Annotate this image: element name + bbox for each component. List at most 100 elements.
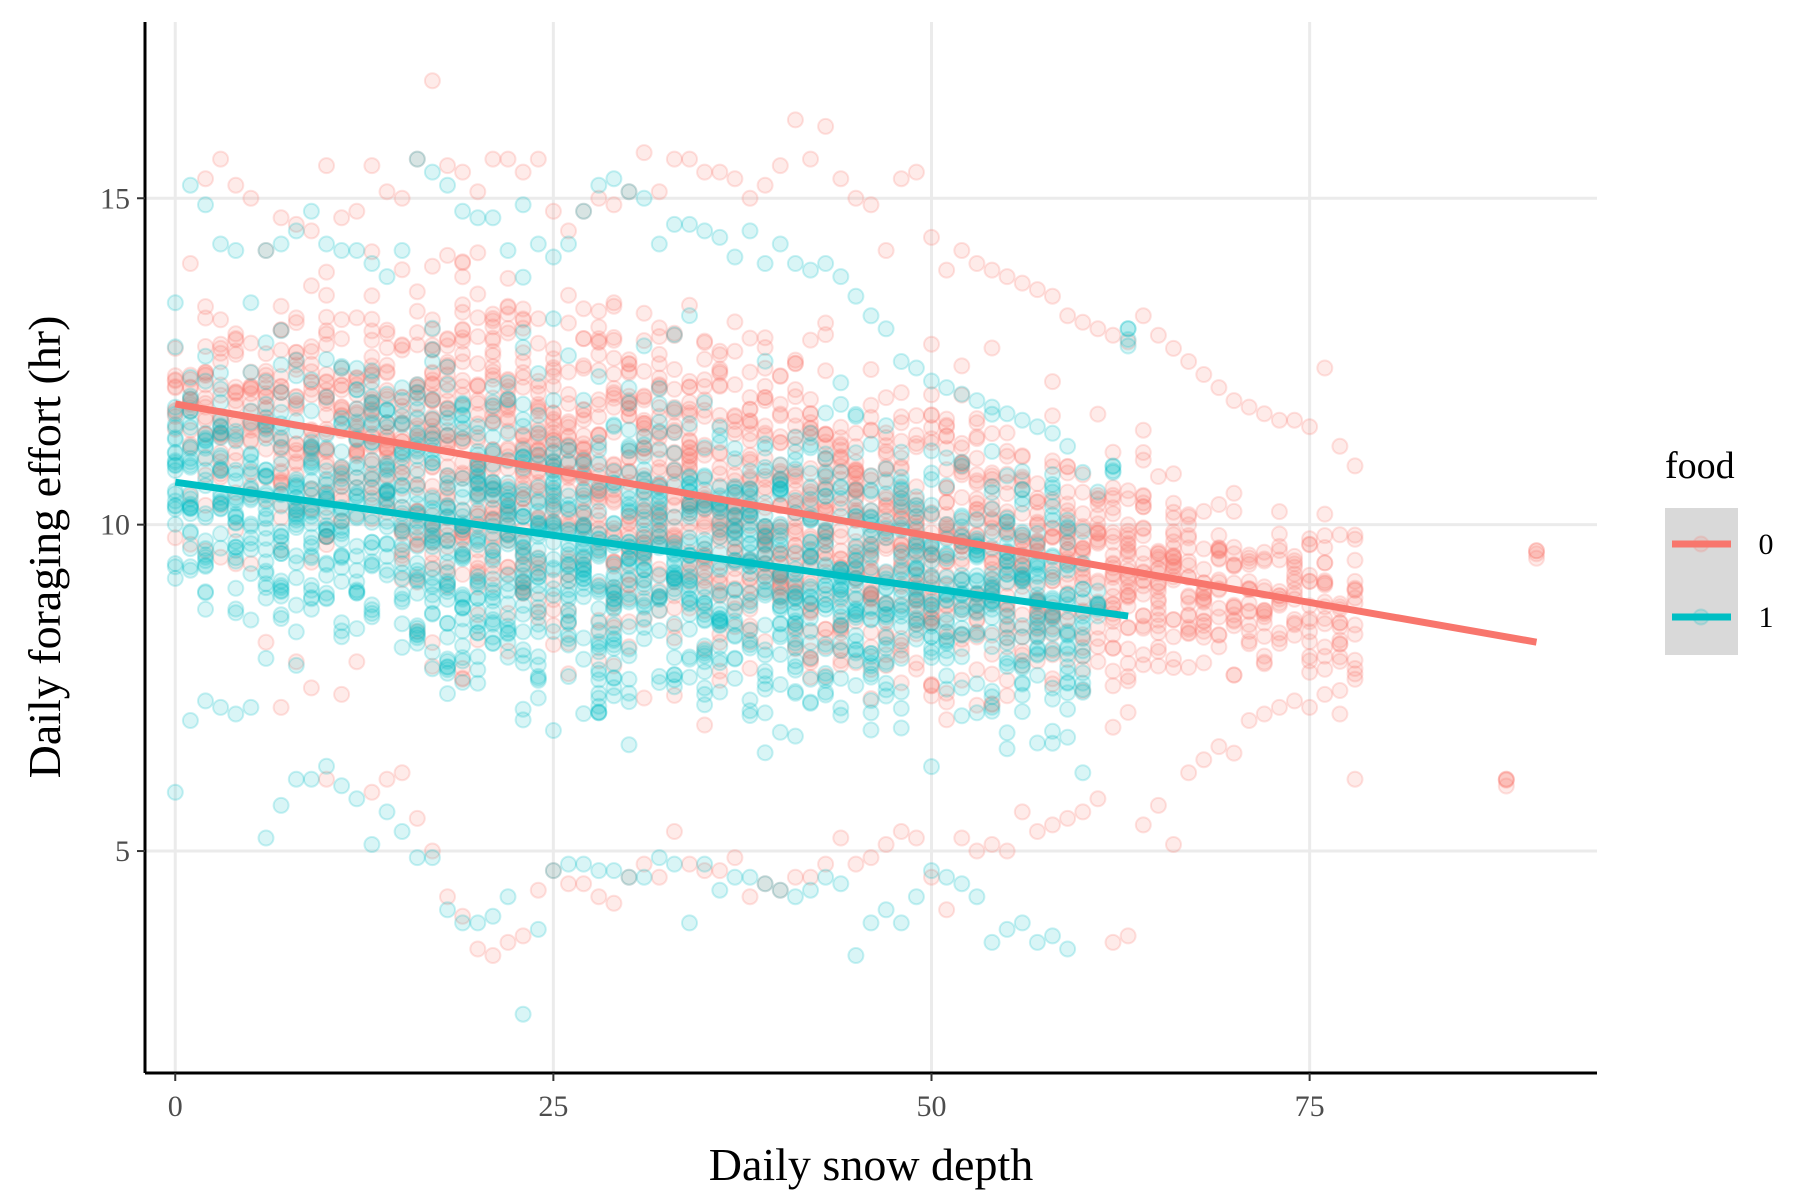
- data-point: [272, 462, 290, 480]
- data-point: [408, 623, 426, 641]
- data-point: [348, 447, 366, 465]
- data-point: [998, 405, 1016, 423]
- data-point: [484, 407, 502, 425]
- data-point: [484, 499, 502, 517]
- data-point: [892, 170, 910, 188]
- data-point: [484, 318, 502, 336]
- data-point: [862, 307, 880, 325]
- data-point: [1346, 551, 1364, 569]
- data-point: [257, 429, 275, 447]
- data-point: [287, 356, 305, 374]
- data-point: [907, 654, 925, 672]
- data-point: [454, 466, 472, 484]
- data-point: [953, 679, 971, 697]
- data-point: [635, 189, 653, 207]
- data-point: [469, 491, 487, 509]
- data-point: [499, 424, 517, 442]
- data-point: [318, 157, 335, 175]
- data-point: [786, 443, 804, 461]
- data-point: [318, 336, 335, 353]
- data-point: [711, 163, 729, 181]
- data-point: [318, 528, 335, 546]
- data-point: [257, 362, 275, 380]
- data-point: [529, 549, 547, 567]
- data-point: [696, 578, 714, 596]
- data-point: [650, 345, 668, 363]
- data-point: [499, 441, 517, 459]
- data-point: [348, 479, 366, 497]
- x-tick-label: 0: [168, 1090, 183, 1123]
- data-point: [1165, 339, 1182, 357]
- data-point: [514, 700, 532, 718]
- data-point: [529, 377, 547, 395]
- data-point: [1331, 705, 1349, 723]
- data-point: [287, 367, 305, 385]
- data-point: [514, 558, 532, 575]
- data-point: [484, 504, 502, 522]
- data-point: [348, 405, 366, 423]
- data-point: [393, 242, 411, 259]
- data-point: [983, 405, 1001, 423]
- data-point: [348, 620, 366, 638]
- data-point: [423, 430, 441, 448]
- data-point: [514, 378, 532, 396]
- data-point: [1074, 614, 1092, 632]
- data-point: [1331, 437, 1349, 455]
- data-point: [1180, 764, 1198, 782]
- data-point: [1134, 816, 1152, 834]
- data-point: [817, 664, 835, 682]
- data-point: [575, 564, 593, 582]
- data-point: [242, 555, 260, 573]
- data-point: [1013, 274, 1031, 292]
- data-point: [998, 424, 1016, 442]
- data-point: [514, 368, 532, 386]
- data-point: [302, 380, 320, 398]
- data-point: [1286, 581, 1303, 598]
- data-point: [378, 484, 396, 502]
- data-point: [227, 342, 245, 360]
- data-point: [484, 557, 502, 575]
- data-point: [847, 189, 865, 207]
- data-point: [1316, 539, 1334, 556]
- data-point: [1210, 626, 1228, 644]
- data-point: [393, 522, 411, 540]
- data-point: [423, 533, 441, 551]
- data-point: [514, 573, 532, 591]
- data-point: [469, 529, 487, 547]
- data-point: [544, 636, 562, 653]
- data-point: [696, 716, 714, 734]
- data-point: [393, 397, 411, 415]
- data-point: [832, 478, 850, 496]
- data-point: [333, 467, 351, 485]
- data-point: [181, 255, 199, 272]
- data-point: [499, 566, 517, 584]
- data-point: [1119, 672, 1137, 690]
- data-point: [408, 536, 426, 554]
- data-point: [1346, 530, 1364, 548]
- data-point: [1225, 744, 1243, 762]
- data-point: [771, 235, 789, 253]
- data-point: [227, 507, 245, 525]
- data-point: [257, 366, 275, 384]
- data-point: [681, 469, 698, 487]
- data-point: [862, 467, 880, 485]
- data-point: [348, 509, 366, 527]
- data-point: [333, 522, 351, 540]
- data-point: [469, 541, 487, 559]
- data-point: [318, 443, 335, 461]
- data-point: [560, 590, 577, 608]
- data-point: [287, 770, 305, 788]
- data-point: [605, 379, 623, 397]
- data-point: [681, 501, 698, 519]
- data-point: [529, 615, 547, 633]
- data-point: [1210, 496, 1228, 513]
- data-point: [892, 353, 910, 370]
- data-point: [257, 242, 275, 259]
- data-point: [998, 485, 1016, 503]
- data-point: [1059, 495, 1077, 513]
- data-point: [741, 707, 759, 724]
- data-point: [1104, 326, 1122, 344]
- data-point: [272, 384, 290, 401]
- data-point: [302, 445, 320, 463]
- data-point: [1044, 816, 1061, 834]
